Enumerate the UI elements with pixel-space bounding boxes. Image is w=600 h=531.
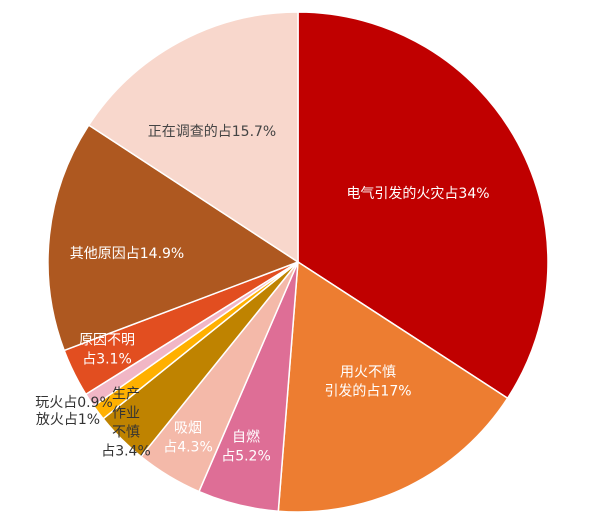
slice-label-5: 放火占1%: [36, 412, 100, 428]
slice-label-4: 生产作业不慎占3.4%: [101, 387, 151, 460]
slice-label-line: 作业: [112, 406, 140, 422]
slice-label-line: 不慎: [112, 425, 140, 441]
slice-label-line: 放火占1%: [36, 412, 100, 428]
slice-label-line: 用火不慎: [340, 365, 396, 381]
slice-label-2: 自燃占5.2%: [221, 429, 271, 465]
slice-label-line: 占4.3%: [163, 440, 213, 456]
slice-label-line: 玩火占0.9%: [35, 395, 113, 411]
slice-label-8: 其他原因占14.9%: [70, 246, 184, 262]
pie-slice-8: [47, 124, 300, 352]
slice-label-1: 用火不慎引发的占17%: [324, 365, 411, 400]
slice-label-line: 正在调查的占15.7%: [148, 124, 276, 140]
slice-label-line: 原因不明: [79, 333, 135, 349]
slice-label-3: 吸烟占4.3%: [163, 421, 213, 456]
slice-label-line: 其他原因占14.9%: [70, 246, 184, 262]
slice-label-line: 电气引发的火灾占34%: [346, 185, 489, 202]
slice-label-line: 占3.4%: [101, 444, 151, 460]
pie-slice-0: [297, 11, 549, 400]
slice-label-line: 占5.2%: [221, 449, 271, 465]
slice-label-9: 正在调查的占15.7%: [148, 124, 276, 140]
slice-label-line: 生产: [112, 387, 140, 403]
pie-slices: [47, 11, 549, 513]
pie-slice-1: [277, 260, 509, 513]
slice-label-7: 原因不明占3.1%: [79, 333, 135, 368]
slice-label-0: 电气引发的火灾占34%: [346, 185, 489, 202]
slice-label-line: 占3.1%: [82, 352, 132, 368]
pie-labels: 电气引发的火灾占34%用火不慎引发的占17%自燃占5.2%吸烟占4.3%生产作业…: [35, 124, 489, 465]
slice-label-line: 引发的占17%: [324, 384, 411, 400]
slice-label-6: 玩火占0.9%: [35, 395, 113, 411]
slice-label-line: 自燃: [232, 429, 260, 446]
slice-label-line: 吸烟: [174, 421, 202, 437]
pie-slice-9: [87, 11, 299, 264]
